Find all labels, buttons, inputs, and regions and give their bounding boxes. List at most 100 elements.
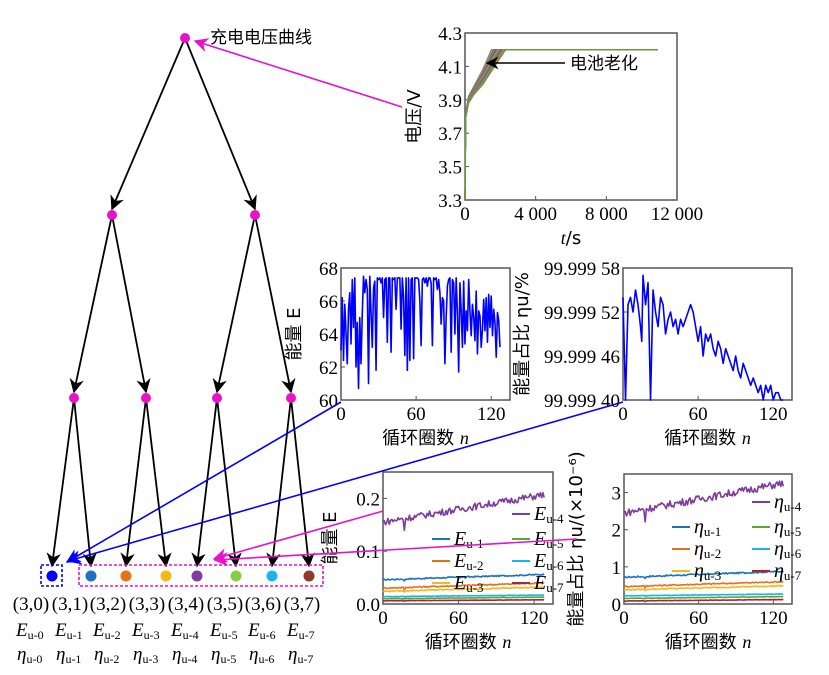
legend-item: ηu-1 <box>672 516 721 539</box>
y-tick-label: 3 <box>612 484 622 505</box>
leaf-labels: (3,0) Eu-0ηu-0 (3,1) Eu-1ηu-1 (3,2) Eu-2ηu-2 (… <box>13 594 320 666</box>
legend-item: ηu-5 <box>752 516 801 539</box>
series-line-eu6 <box>382 594 545 598</box>
leaf-ratio-label: ηu-5 <box>211 644 236 666</box>
leaf-energy-label: Eu-6 <box>247 620 276 642</box>
y-tick-label: 99.999 58 <box>544 259 620 280</box>
leaf-node <box>230 570 242 582</box>
leaf-id-label: (3,4) <box>168 594 204 615</box>
energy-low-to-leaf-arrow <box>65 401 342 563</box>
x-tick-label: 0 <box>460 204 470 225</box>
plot-frame <box>622 267 793 401</box>
legend-item: ηu-2 <box>672 538 721 561</box>
x-axis-label: 循环圈数 n <box>425 632 512 653</box>
x-tick-label: 60 <box>407 404 426 425</box>
leaf-id-label: (3,1) <box>52 594 88 615</box>
y-tick-label: 62 <box>319 358 338 379</box>
leaf-ratio-label: ηu-0 <box>17 644 42 666</box>
series-line-u5 <box>623 595 784 600</box>
svg-text:ηu-3: ηu-3 <box>694 560 721 583</box>
svg-text:Eu-4: Eu-4 <box>533 503 564 526</box>
svg-text:Eu-3: Eu-3 <box>453 572 484 595</box>
energy-high-to-leaf-arrow <box>212 510 384 563</box>
y-tick-label: 68 <box>319 259 338 280</box>
x-tick-label: 120 <box>477 404 506 425</box>
legend-item: Eu-6 <box>512 550 564 573</box>
voltage-chart: 0 4 000 8 000 12 000 3.3 3.5 3.7 3.9 4.1 4.3 t/s 电压… <box>404 24 703 249</box>
x-tick-label: 120 <box>759 404 788 425</box>
leaf-energy-label: Eu-2 <box>92 620 121 642</box>
y-axis-label: 电压/V <box>404 89 425 144</box>
y-tick-label: 2 <box>612 521 622 542</box>
leaf-node <box>46 570 58 582</box>
tree-edge <box>254 214 296 394</box>
tree-node <box>107 210 117 220</box>
series-line-u3 <box>623 584 784 592</box>
series-line-u6 <box>623 593 784 598</box>
tree-edge <box>110 37 186 211</box>
leaf-node <box>303 570 315 582</box>
y-axis-label: 能量 E <box>284 307 305 360</box>
y-tick-label: 0.0 <box>356 595 380 616</box>
legend-item: Eu-3 <box>432 572 484 595</box>
svg-text:ηu-1: ηu-1 <box>694 516 721 539</box>
x-tick-label: 120 <box>520 608 549 629</box>
tree-node <box>69 393 79 403</box>
tree-edge <box>73 397 97 568</box>
tree-edge <box>216 397 242 568</box>
y-tick-label: 3.7 <box>438 124 462 145</box>
x-tick-label: 8 000 <box>585 204 628 225</box>
svg-text:ηu-4: ηu-4 <box>774 491 802 514</box>
y-tick-label: 3.3 <box>438 191 462 212</box>
tree-edge <box>212 214 256 394</box>
legend-item: Eu-4 <box>512 503 564 526</box>
series-line-eu3 <box>382 585 545 593</box>
svg-text:ηu-5: ηu-5 <box>774 516 801 539</box>
x-axis-label: t/s <box>561 228 581 249</box>
high-frequency-group-box <box>78 564 324 587</box>
legend-item: Eu-2 <box>432 550 484 573</box>
legend-item: ηu-3 <box>672 560 721 583</box>
leaf-ratio-label: ηu-3 <box>133 644 158 666</box>
svg-text:Eu-6: Eu-6 <box>533 550 564 573</box>
leaf-ratio-label: ηu-7 <box>288 644 313 666</box>
y-tick-label: 99.999 46 <box>544 347 620 368</box>
x-tick-label: 12 000 <box>651 204 703 225</box>
leaf-energy-label: Eu-0 <box>15 620 44 642</box>
y-tick-label: 0 <box>612 595 622 616</box>
legend: ηu-1ηu-2ηu-3 ηu-4ηu-5ηu-6ηu-7 <box>672 491 802 583</box>
y-axis-label: 能量占比 ηu/% <box>512 272 533 396</box>
tree-edge <box>120 397 147 568</box>
legend: Eu-1Eu-2Eu-3Eu-4Eu-5Eu-6Eu-7 <box>432 503 564 595</box>
plot-frame <box>382 471 554 605</box>
x-tick-label: 120 <box>759 608 788 629</box>
x-axis-label: 循环圈数 n <box>382 428 469 449</box>
y-tick-label: 66 <box>319 292 338 313</box>
tree-node <box>180 33 190 43</box>
x-tick-label: 60 <box>449 608 468 629</box>
leaf-node <box>120 570 132 582</box>
leaf-node <box>266 570 278 582</box>
x-axis-label: 循环圈数 n <box>664 428 751 449</box>
tree-edge <box>145 397 172 568</box>
plot-frame <box>464 32 678 201</box>
leaf-energy-label: Eu-5 <box>209 620 238 642</box>
root-label: 充电电压曲线 <box>210 28 312 48</box>
tree-edge <box>111 214 151 394</box>
tree-nodes <box>46 33 315 582</box>
svg-text:Eu-7: Eu-7 <box>533 572 564 595</box>
tree-edge <box>191 397 218 568</box>
legend-item: ηu-6 <box>752 538 802 561</box>
series-line-u4 <box>623 480 785 523</box>
leaf-energy-label: Eu-7 <box>286 620 315 642</box>
tree-node <box>141 393 151 403</box>
series-line-eu7 <box>382 598 545 603</box>
tree-edges <box>46 37 315 568</box>
leaf-energy-label: Eu-3 <box>131 620 160 642</box>
series-line-u2 <box>623 580 784 589</box>
svg-text:ηu-7: ηu-7 <box>774 560 802 583</box>
low-frequency-group-box <box>40 564 63 587</box>
x-tick-label: 4 000 <box>514 204 557 225</box>
